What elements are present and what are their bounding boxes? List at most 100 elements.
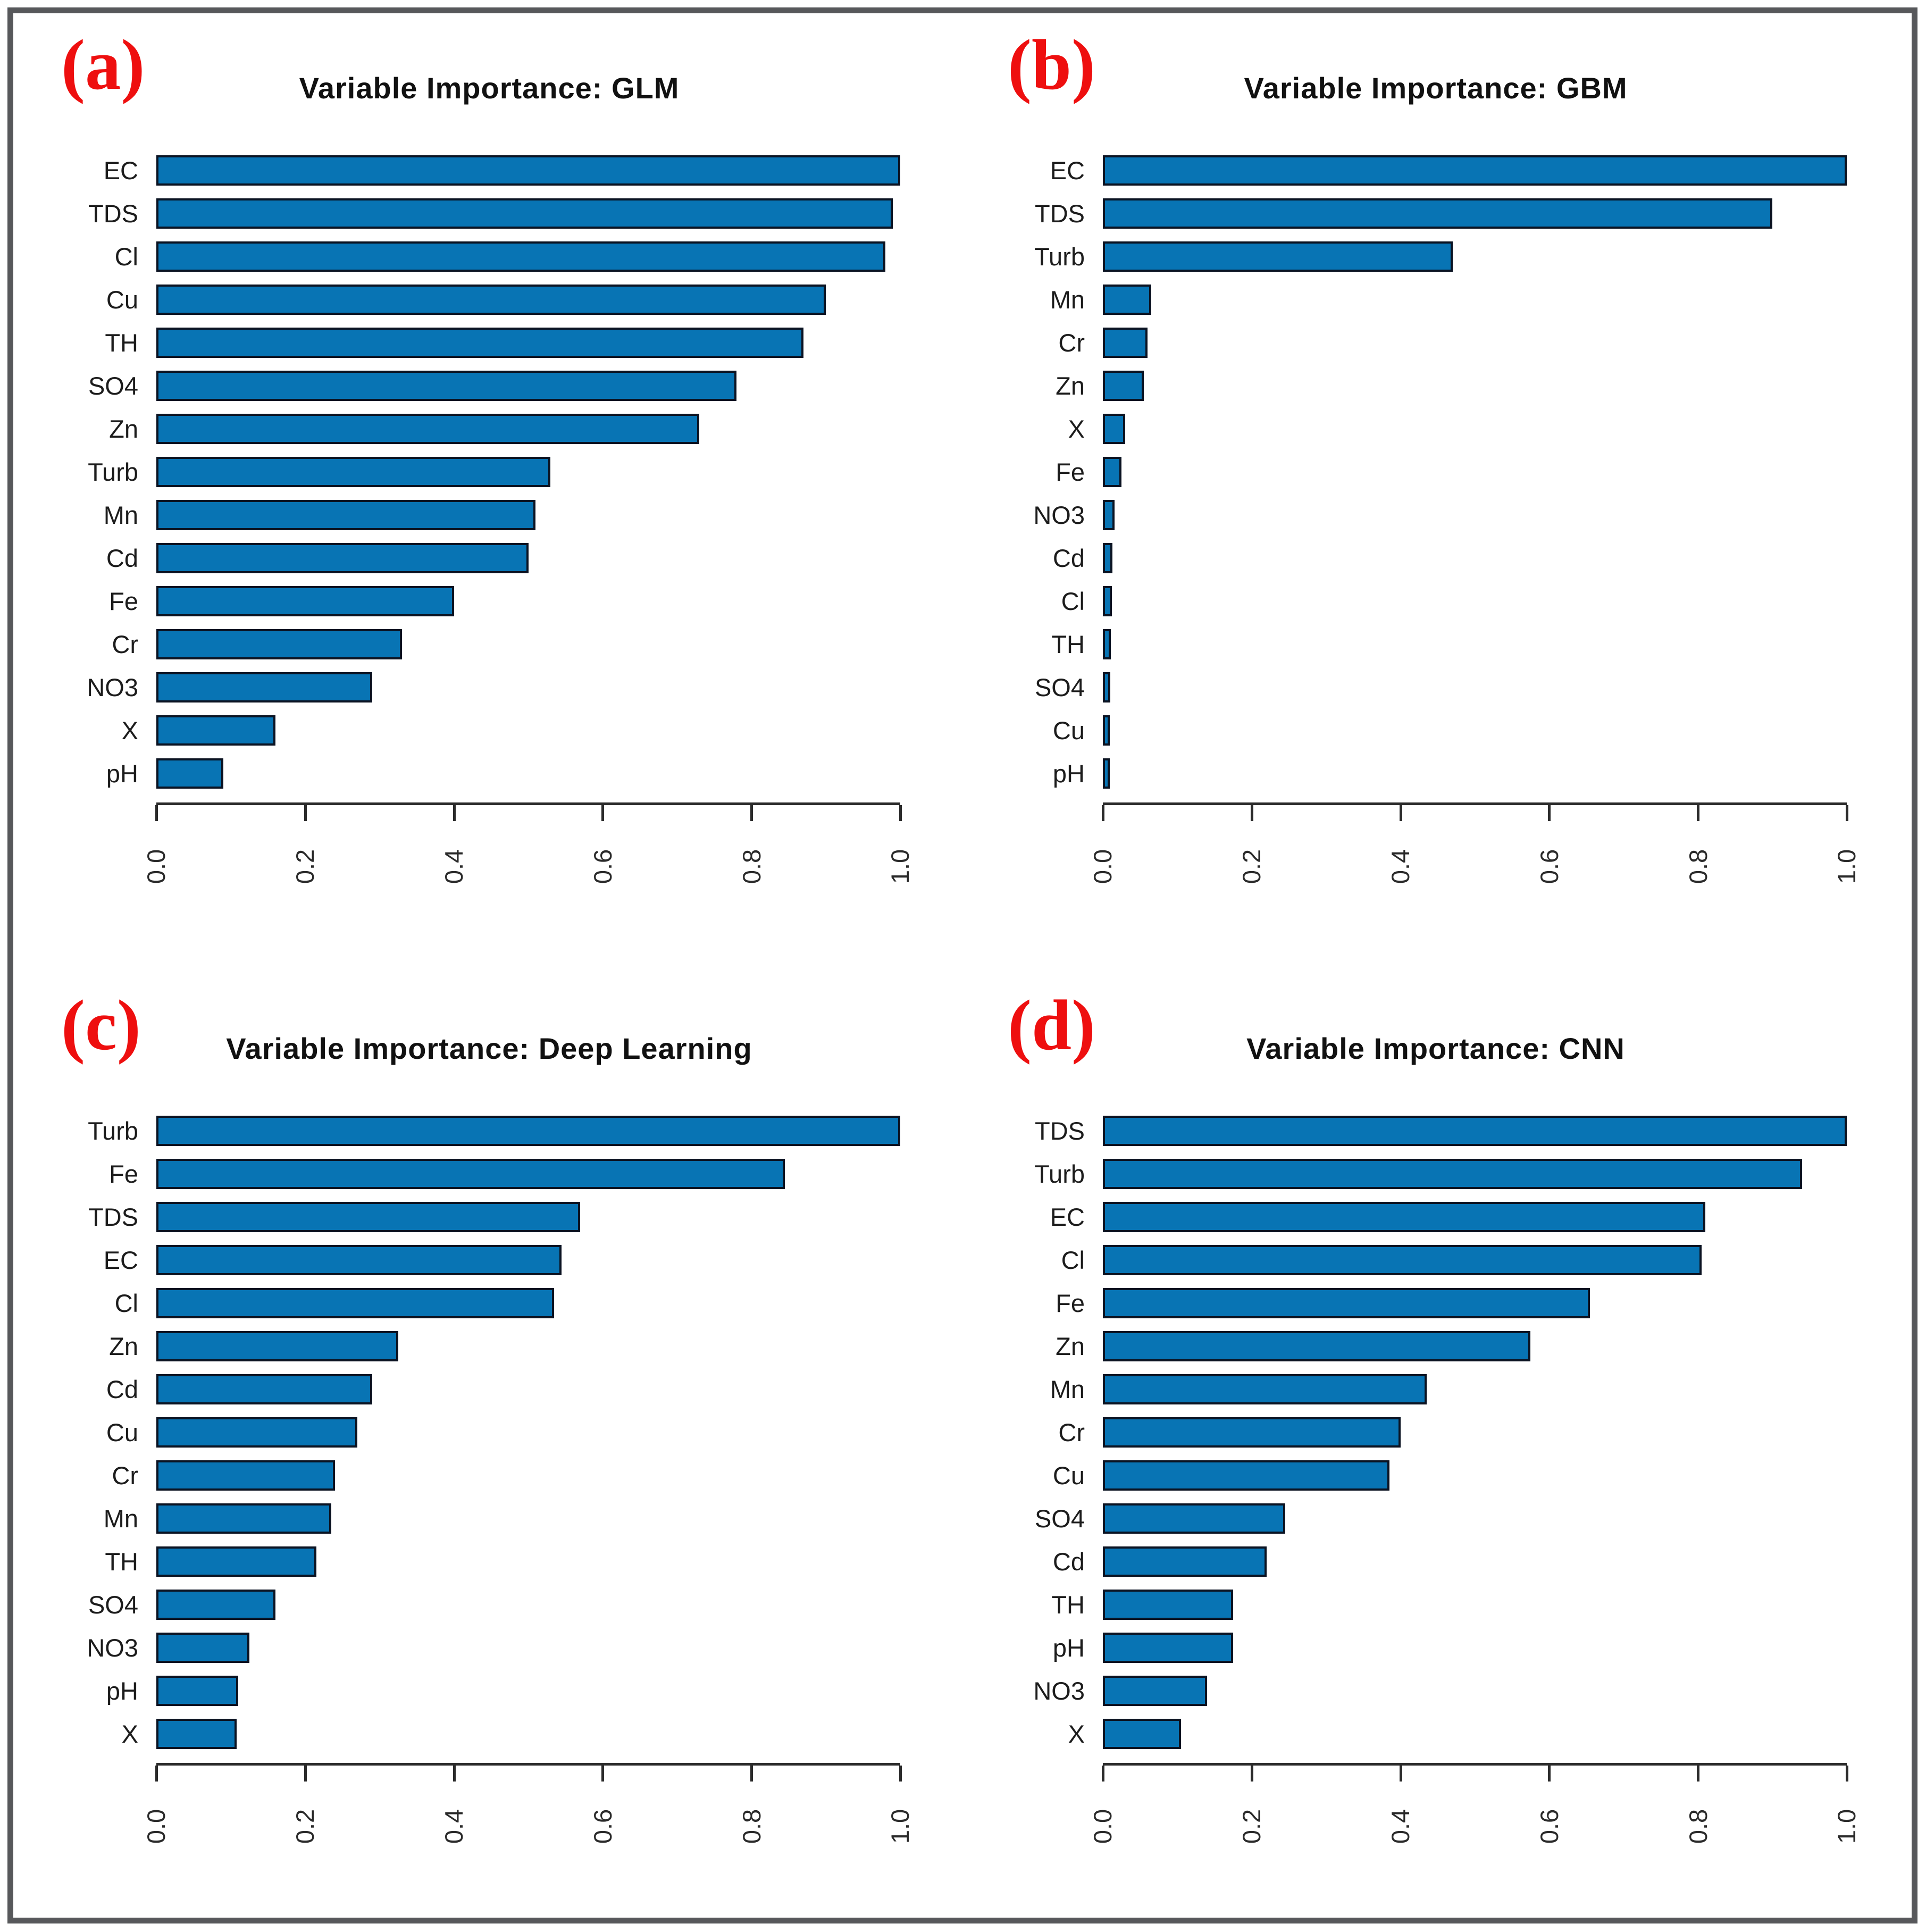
axis-tick — [750, 805, 753, 821]
bar-row: NO3 — [976, 494, 1896, 537]
bar — [1103, 1331, 1531, 1361]
axis-tick-label: 0.2 — [291, 849, 320, 884]
bar — [156, 758, 223, 789]
bar — [156, 1675, 238, 1706]
bar — [1103, 1374, 1427, 1404]
bar-track — [1103, 758, 1847, 789]
axis-tick — [601, 805, 605, 821]
panel-letter: (c) — [61, 985, 141, 1065]
category-label: EC — [103, 1245, 138, 1274]
bar-row: Fe — [976, 450, 1896, 494]
bar — [1103, 1417, 1401, 1448]
axis-tick — [155, 805, 158, 821]
category-label: TDS — [88, 1202, 138, 1231]
bar-track — [1103, 1675, 1847, 1706]
bar-track — [1103, 155, 1847, 186]
axis-tick-label: 0.0 — [142, 1809, 171, 1844]
chart: EC TDS Turb Mn Cr Zn X Fe NO3 Cd Cl TH SO4 Cu pH — [976, 149, 1896, 795]
bar-row: X — [976, 1712, 1896, 1755]
bar — [156, 1331, 398, 1361]
bar-row: Cu — [976, 709, 1896, 752]
bar-track — [156, 198, 900, 229]
bar-track — [1103, 1201, 1847, 1232]
bar-track — [156, 586, 900, 616]
panel-gbm: (b) Variable Importance: GBM EC TDS Turb Mn… — [976, 24, 1896, 926]
bar — [1103, 285, 1151, 315]
bar — [1103, 1632, 1233, 1663]
axis-tick — [453, 805, 456, 821]
category-label: Fe — [109, 1159, 138, 1188]
bar — [156, 1115, 900, 1146]
axis-tick — [899, 1765, 902, 1782]
bar-row: Cr — [29, 623, 949, 666]
axis-tick-label: 1.0 — [886, 849, 915, 884]
chart: Turb Fe TDS EC Cl Zn Cd Cu Cr Mn TH SO4 NO3 pH X — [29, 1109, 949, 1755]
chart-title: Variable Importance: GLM — [299, 71, 680, 105]
bar-track — [1103, 1460, 1847, 1491]
bar-track — [156, 1115, 900, 1146]
category-label: Cu — [106, 1418, 138, 1446]
axis-tick-label: 0.4 — [1386, 1809, 1415, 1844]
bar-row: NO3 — [29, 1626, 949, 1669]
panel-header: (a) Variable Importance: GLM — [29, 24, 949, 149]
axis-tick-label: 0.2 — [1237, 1809, 1266, 1844]
bar-track — [1103, 715, 1847, 746]
axis-tick — [1697, 805, 1700, 821]
bar-row: TDS — [976, 1109, 1896, 1152]
axis-tick-label: 0.2 — [291, 1809, 320, 1844]
axis-tick-label: 0.8 — [1684, 849, 1712, 884]
bar-track — [156, 285, 900, 315]
bar-track — [156, 328, 900, 358]
bar-track — [156, 371, 900, 401]
category-label: Mn — [1050, 286, 1085, 314]
bar-track — [156, 1374, 900, 1404]
category-label: Cr — [1058, 329, 1085, 357]
bar-track — [156, 1460, 900, 1491]
bar — [1103, 1244, 1702, 1275]
bar — [1103, 629, 1111, 659]
panel-cnn: (d) Variable Importance: CNN TDS Turb EC Cl… — [976, 984, 1896, 1886]
category-label: SO4 — [88, 372, 138, 400]
chart-title: Variable Importance: Deep Learning — [226, 1031, 752, 1065]
category-label: Mn — [1050, 1375, 1085, 1403]
category-label: Cr — [112, 1461, 138, 1490]
category-label: Cu — [106, 286, 138, 314]
bar — [1103, 1675, 1207, 1706]
chart: TDS Turb EC Cl Fe Zn Mn Cr Cu SO4 Cd TH pH NO3 X — [976, 1109, 1896, 1755]
bar-track — [1103, 414, 1847, 444]
bar — [1103, 1460, 1389, 1491]
bar-row: Cl — [29, 1282, 949, 1325]
bar-track — [1103, 1589, 1847, 1620]
category-label: X — [121, 716, 138, 745]
bar-track — [1103, 586, 1847, 616]
bar-row: pH — [29, 752, 949, 795]
bar — [1103, 198, 1773, 229]
bar-track — [156, 1287, 900, 1318]
bar-track — [1103, 1503, 1847, 1534]
axis-tick — [1399, 805, 1402, 821]
bar-row: TDS — [29, 1195, 949, 1239]
category-label: TH — [105, 329, 138, 357]
bar — [156, 1287, 555, 1318]
category-label: Cd — [1052, 1547, 1085, 1576]
axis-tick-label: 0.6 — [588, 1809, 617, 1844]
bar — [1103, 1287, 1590, 1318]
bar-row: TDS — [29, 192, 949, 235]
axis-tick — [750, 1765, 753, 1782]
bar — [156, 155, 900, 186]
bar-row: pH — [976, 1626, 1896, 1669]
bar-track — [156, 629, 900, 659]
bar — [156, 500, 536, 530]
bar-track — [156, 543, 900, 573]
axis-tick — [1399, 1765, 1402, 1782]
bar-row: Turb — [29, 450, 949, 494]
bar-row: Fe — [29, 1152, 949, 1195]
bar-row: EC — [29, 149, 949, 192]
category-label: Cd — [106, 544, 138, 572]
bar — [156, 328, 804, 358]
category-label: Cl — [1061, 1245, 1085, 1274]
bar-row: Fe — [29, 580, 949, 623]
bar-row: X — [29, 1712, 949, 1755]
bar-row: EC — [976, 1195, 1896, 1239]
